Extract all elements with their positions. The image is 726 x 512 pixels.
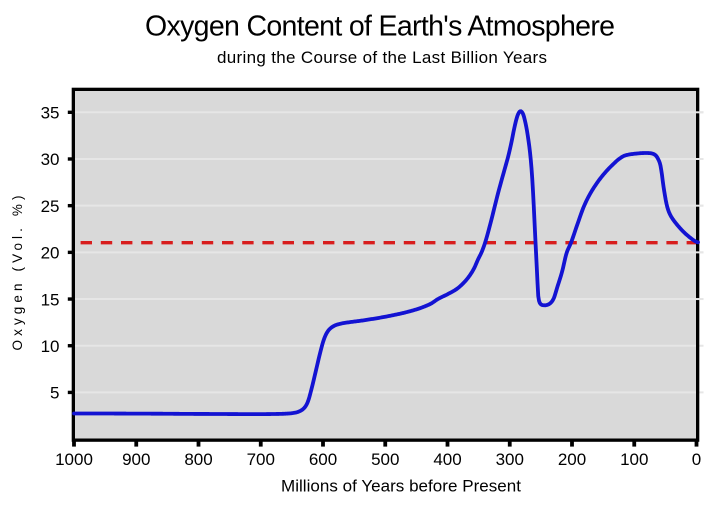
svg-text:Millions of Years before Prese: Millions of Years before Present [281,476,521,495]
svg-text:900: 900 [122,450,150,469]
svg-text:1000: 1000 [55,450,93,469]
svg-text:800: 800 [184,450,212,469]
svg-text:10: 10 [41,337,60,356]
svg-text:300: 300 [496,450,524,469]
svg-text:600: 600 [309,450,337,469]
svg-text:20: 20 [41,244,60,263]
svg-text:200: 200 [558,450,586,469]
svg-text:15: 15 [41,290,60,309]
svg-text:0: 0 [692,450,701,469]
svg-text:during the Course of the Last: during the Course of the Last Billion Ye… [217,48,547,67]
svg-text:Oxygen Content of Earth's Atmo: Oxygen Content of Earth's Atmosphere [145,11,615,43]
svg-text:500: 500 [371,450,399,469]
svg-text:700: 700 [247,450,275,469]
svg-text:5: 5 [50,384,59,403]
svg-text:100: 100 [620,450,648,469]
svg-text:25: 25 [41,197,60,216]
svg-text:30: 30 [41,150,60,169]
svg-text:35: 35 [41,104,60,123]
svg-text:400: 400 [433,450,461,469]
